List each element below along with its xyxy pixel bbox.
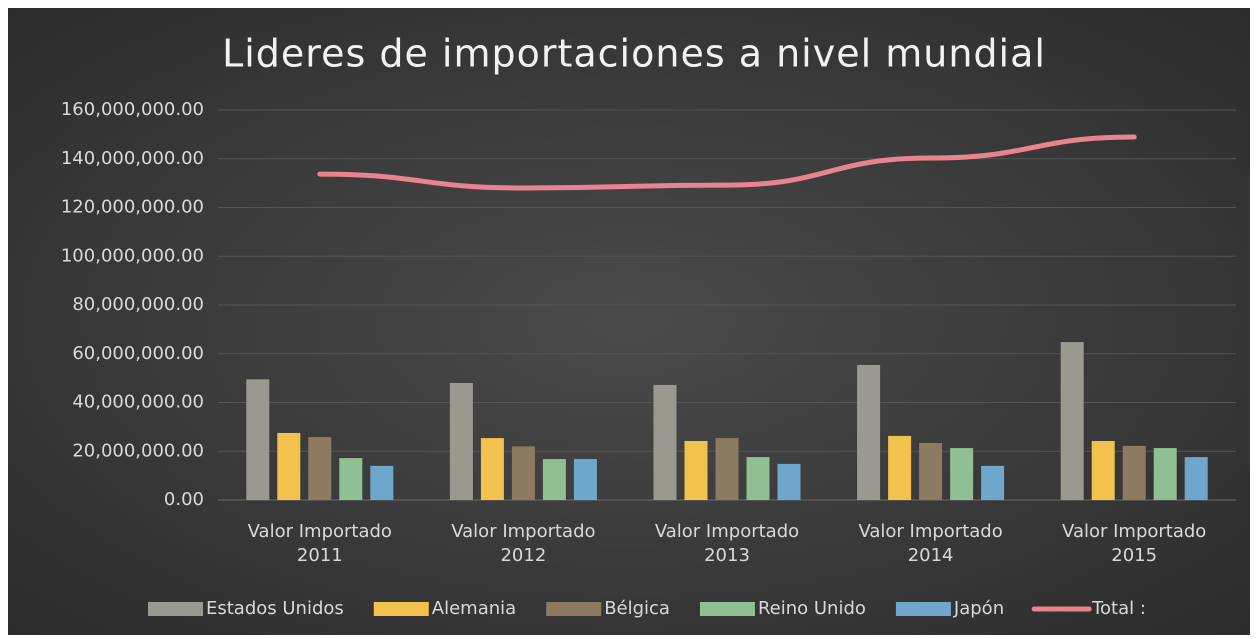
bar xyxy=(480,438,504,500)
y-tick-label: 140,000,000.00 xyxy=(61,148,204,169)
bar xyxy=(684,441,708,500)
y-tick-label: 20,000,000.00 xyxy=(72,440,204,461)
bar xyxy=(1091,441,1115,500)
bar xyxy=(1122,445,1146,500)
bar xyxy=(370,465,394,500)
bar xyxy=(715,438,739,500)
legend-swatch xyxy=(373,602,429,616)
y-tick-label: 120,000,000.00 xyxy=(61,197,204,218)
bar xyxy=(308,437,332,500)
y-tick-label: 60,000,000.00 xyxy=(72,343,204,364)
bar xyxy=(449,383,473,500)
legend-label: Reino Unido xyxy=(758,598,866,619)
x-tick-label: Valor Importado 2014 xyxy=(858,521,1003,566)
x-tick-label: Valor Importado 2013 xyxy=(654,521,800,566)
bar xyxy=(746,457,770,500)
y-tick-label: 40,000,000.00 xyxy=(72,392,204,413)
legend-swatch xyxy=(148,602,203,616)
bar xyxy=(542,459,566,500)
bar xyxy=(950,448,974,500)
x-tick-label: Valor Importado 2011 xyxy=(247,521,392,566)
bar xyxy=(246,379,270,500)
chart: Lideres de importaciones a nivel mundial… xyxy=(61,32,1236,619)
bar xyxy=(277,432,301,500)
bar xyxy=(857,364,881,500)
bar xyxy=(573,459,597,500)
y-tick-label: 0.00 xyxy=(164,489,204,510)
legend-swatch xyxy=(546,602,602,616)
legend-swatch xyxy=(699,602,755,616)
legend-label: Japón xyxy=(953,598,1004,619)
y-tick-label: 160,000,000.00 xyxy=(61,99,204,120)
legend-label: Total : xyxy=(1091,598,1146,619)
x-tick-label: Valor Importado 2012 xyxy=(451,521,596,566)
bar xyxy=(511,446,535,500)
bar xyxy=(339,458,363,500)
total-line xyxy=(317,134,1137,191)
bar xyxy=(919,442,943,500)
bar xyxy=(653,384,677,500)
y-tick-label: 80,000,000.00 xyxy=(72,294,204,315)
legend-label: Estados Unidos xyxy=(206,598,344,619)
bar xyxy=(981,465,1005,500)
bar xyxy=(1184,457,1208,500)
x-tick-label: Valor Importado 2015 xyxy=(1062,521,1207,566)
y-tick-label: 100,000,000.00 xyxy=(61,245,204,266)
legend-label: Bélgica xyxy=(604,598,670,619)
legend-label: Alemania xyxy=(432,598,516,619)
bar xyxy=(888,435,912,500)
bar xyxy=(1153,448,1177,500)
bar xyxy=(777,463,801,500)
legend-swatch xyxy=(895,602,951,616)
chart-area: Lideres de importaciones a nivel mundial… xyxy=(8,8,1250,635)
chart-title: Lideres de importaciones a nivel mundial xyxy=(222,32,1046,76)
bar xyxy=(1060,342,1084,500)
